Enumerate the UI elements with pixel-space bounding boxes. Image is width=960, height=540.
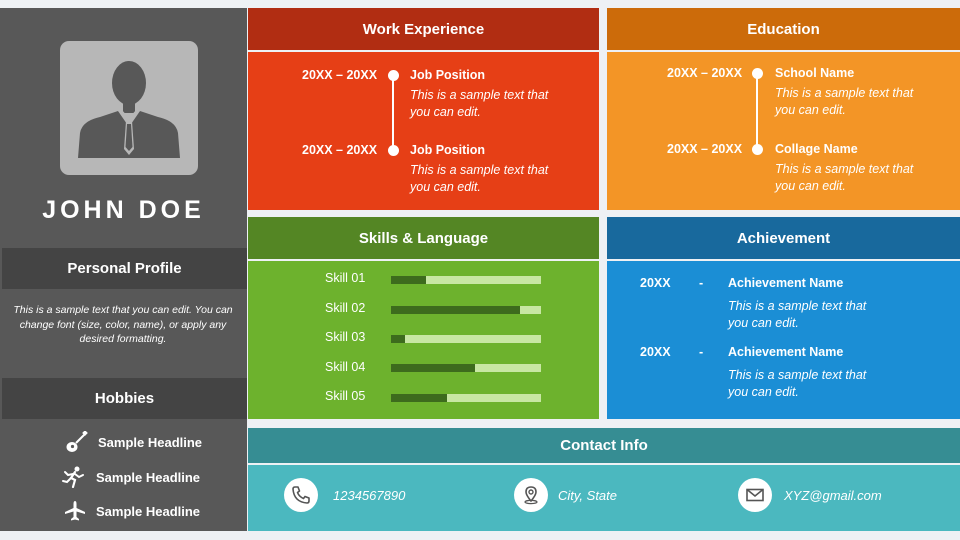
phone-icon (292, 486, 310, 504)
person-silhouette-icon (78, 61, 180, 158)
person-name: JOHN DOE (42, 196, 205, 224)
education-timeline-dot (752, 68, 763, 79)
achievement-panel (607, 261, 960, 419)
skill-bar-fill (391, 276, 426, 284)
achievement-separator: - (699, 276, 704, 290)
skill-bar-fill (391, 335, 405, 343)
avatar (60, 41, 198, 175)
hobbies-header: Hobbies (2, 378, 247, 419)
education-school-name: Collage Name (775, 142, 858, 156)
achievement-title: Achievement (736, 229, 831, 247)
education-timeline-line (756, 74, 758, 150)
education-description-line: This is a sample text that (775, 162, 914, 176)
skill-label: Skill 03 (325, 330, 366, 344)
education-description-line: This is a sample text that (775, 86, 914, 100)
skill-label: Skill 02 (325, 301, 366, 315)
contact-email: XYZ@gmail.com (784, 488, 882, 503)
hobby-label: Sample Headline (96, 469, 201, 485)
personal-profile-title: Personal Profile (67, 260, 182, 277)
skill-bar-track (391, 306, 541, 314)
achievement-description-line: you can edit. (728, 316, 799, 330)
work-experience-panel (248, 52, 599, 210)
education-description-line: you can edit. (775, 103, 846, 117)
achievement-name: Achievement Name (728, 345, 844, 359)
work-timeline-dot (388, 70, 399, 81)
achievement-header: Achievement (607, 217, 960, 259)
contact-phone: 1234567890 (333, 488, 406, 503)
achievement-description-line: This is a sample text that (728, 299, 867, 313)
contact-info-panel (248, 465, 960, 531)
contact-info-title: Contact Info (560, 437, 648, 454)
skill-bar-track (391, 364, 541, 372)
skill-bar-track (391, 276, 541, 284)
skill-bar-track (391, 394, 541, 402)
education-timeline-dot (752, 144, 763, 155)
education-description-line: you can edit. (775, 179, 846, 193)
education-header: Education (607, 8, 960, 50)
achievement-year: 20XX (640, 345, 671, 359)
work-date: 20XX – 20XX (302, 68, 378, 82)
skill-bar-track (391, 335, 541, 343)
work-description-line: This is a sample text that (410, 163, 549, 177)
hobby-label: Sample Headline (96, 503, 201, 519)
work-timeline-line (392, 76, 394, 150)
work-description-line: This is a sample text that (410, 88, 549, 102)
skill-label: Skill 04 (325, 360, 366, 374)
phone-icon-badge (284, 478, 318, 512)
work-description-line: you can edit. (410, 105, 481, 119)
education-date: 20XX – 20XX (667, 142, 743, 156)
airplane-icon (65, 501, 85, 521)
achievement-description-line: This is a sample text that (728, 368, 867, 382)
work-job-title: Job Position (410, 68, 485, 82)
achievement-separator: - (699, 345, 704, 359)
education-title: Education (747, 20, 820, 38)
hobby-item: Sample Headline (62, 464, 247, 490)
skill-bar-fill (391, 306, 520, 314)
location-icon-badge (514, 478, 548, 512)
skill-label: Skill 01 (325, 271, 366, 285)
skill-bar-fill (391, 364, 475, 372)
work-experience-header: Work Experience (248, 8, 599, 50)
skill-bar-fill (391, 394, 447, 402)
guitar-icon (66, 431, 88, 452)
achievement-year: 20XX (640, 276, 671, 290)
contact-info-header: Contact Info (248, 428, 960, 463)
work-job-title: Job Position (410, 143, 485, 157)
education-date: 20XX – 20XX (667, 66, 743, 80)
contact-location: City, State (558, 488, 618, 503)
hobby-item: Sample Headline (66, 429, 251, 455)
work-date: 20XX – 20XX (302, 143, 378, 157)
email-icon-badge (738, 478, 772, 512)
running-person-icon (62, 466, 84, 488)
skills-title: Skills & Language (358, 229, 489, 247)
hobbies-title: Hobbies (94, 390, 155, 407)
location-pin-icon (524, 486, 538, 505)
work-timeline-dot (388, 145, 399, 156)
hobby-label: Sample Headline (98, 434, 203, 450)
education-panel (607, 52, 960, 210)
skills-header: Skills & Language (248, 217, 599, 259)
personal-profile-header: Personal Profile (2, 248, 247, 289)
achievement-name: Achievement Name (728, 276, 844, 290)
envelope-icon (746, 488, 764, 502)
education-school-name: School Name (775, 66, 855, 80)
personal-profile-text: This is a sample text that you can edit.… (13, 304, 233, 345)
hobby-item: Sample Headline (64, 498, 249, 524)
skill-label: Skill 05 (325, 389, 366, 403)
work-experience-title: Work Experience (362, 20, 485, 38)
achievement-description-line: you can edit. (728, 385, 799, 399)
work-description-line: you can edit. (410, 180, 481, 194)
